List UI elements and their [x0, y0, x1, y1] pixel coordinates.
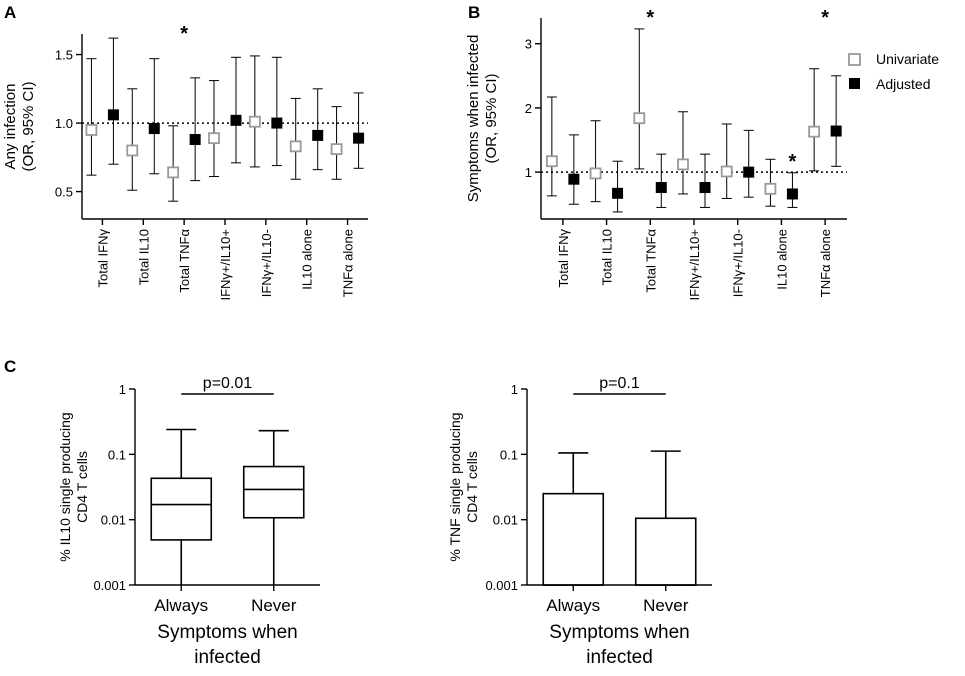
significance-star: * — [180, 23, 188, 45]
y-axis-title: (OR, 95% CI) — [20, 81, 37, 171]
point-adjusted — [699, 182, 711, 194]
point-univariate — [633, 112, 646, 125]
point-univariate — [208, 132, 220, 145]
x-category-label: IFNγ+/IL10- — [731, 229, 746, 297]
x-category-label: TNFα alone — [818, 229, 833, 297]
point-adjusted — [743, 166, 755, 178]
y-tick-label: 0.001 — [93, 578, 126, 593]
point-adjusted — [148, 123, 160, 135]
panel-label-b: B — [468, 3, 480, 22]
x-axis-title: infected — [586, 647, 653, 668]
point-univariate — [126, 144, 139, 157]
legend-univariate-marker — [848, 53, 861, 66]
y-axis-title: Any infection — [2, 84, 19, 170]
x-category-label: Total IFNγ — [556, 229, 571, 288]
y-tick-label: 2 — [525, 101, 532, 116]
point-adjusted — [612, 187, 624, 199]
point-adjusted — [189, 134, 201, 146]
x-category-label: Always — [546, 596, 600, 615]
chart-b: 1 2 3 Symptoms when infected (OR, 95% CI) Tot… — [465, 7, 847, 301]
x-category-label: IFNγ+/IL10- — [259, 229, 274, 297]
legend-adjusted-marker — [849, 78, 860, 89]
point-univariate — [248, 115, 261, 128]
legend: Univariate Adjusted — [848, 51, 939, 92]
y-tick-label: 1.0 — [55, 116, 73, 131]
x-category-label: IL10 alone — [774, 229, 789, 290]
y-axis-title: % IL10 single producing — [57, 412, 73, 561]
chart-a: 0.5 1.0 1.5 Any infection (OR, 95% CI) Total … — [2, 23, 368, 301]
y-axis-title: % TNF single producing — [447, 412, 463, 561]
point-univariate — [545, 155, 558, 168]
point-adjusted — [271, 117, 283, 129]
y-axis-title: Symptoms when infected — [465, 35, 482, 203]
x-axis-title: infected — [194, 647, 261, 668]
x-category-label: Total IL10 — [600, 229, 615, 285]
point-univariate — [330, 143, 343, 156]
box — [634, 517, 697, 586]
p-value-label: p=0.01 — [203, 375, 252, 392]
y-axis-title: (OR, 95% CI) — [483, 73, 500, 163]
x-category-label: Never — [251, 596, 297, 615]
point-adjusted — [655, 182, 667, 194]
significance-star: * — [789, 151, 797, 173]
x-category-label: TNFα alone — [341, 229, 356, 297]
y-axis-title: CD4 T cells — [74, 451, 90, 523]
box — [542, 492, 605, 586]
x-axis-title: Symptoms when — [157, 622, 297, 643]
y-tick-label: 0.01 — [493, 513, 518, 528]
point-adjusted — [107, 109, 119, 121]
point-adjusted — [353, 132, 365, 144]
y-tick-label: 3 — [525, 37, 532, 52]
y-tick-label: 1 — [511, 382, 518, 397]
y-tick-label: 1.5 — [55, 48, 73, 63]
x-category-label: IFNγ+/IL10+ — [218, 229, 233, 301]
point-adjusted — [312, 129, 324, 141]
box — [150, 477, 213, 541]
x-category-label: IFNγ+/IL10+ — [687, 229, 702, 301]
x-category-label: Never — [643, 596, 689, 615]
point-adjusted — [786, 188, 798, 200]
point-adjusted — [568, 173, 580, 185]
x-category-label: Total TNFα — [177, 229, 192, 293]
chart-c1: 0.001 0.01 0.1 1 % IL10 single producing CD4 … — [57, 375, 320, 668]
box — [242, 465, 305, 519]
x-category-label: IL10 alone — [300, 229, 315, 290]
point-adjusted — [830, 125, 842, 137]
legend-adjusted-label: Adjusted — [876, 76, 930, 92]
point-univariate — [589, 167, 602, 180]
y-axis-title: CD4 T cells — [464, 451, 480, 523]
y-tick-label: 0.5 — [55, 185, 73, 200]
chart-c2: 0.001 0.01 0.1 1 % TNF single producing CD4 T… — [447, 375, 712, 668]
significance-star: * — [821, 7, 829, 29]
point-univariate — [677, 158, 689, 171]
y-tick-label: 0.1 — [500, 447, 518, 462]
significance-star: * — [646, 7, 654, 29]
y-tick-label: 0.01 — [101, 513, 126, 528]
point-univariate — [289, 140, 302, 153]
x-category-label: Total TNFα — [643, 229, 658, 293]
panel-label-a: A — [4, 3, 16, 22]
point-univariate — [808, 125, 821, 138]
point-univariate — [85, 124, 98, 136]
y-tick-label: 0.1 — [108, 447, 126, 462]
panel-label-c: C — [4, 357, 16, 376]
point-univariate — [720, 165, 733, 178]
point-univariate — [167, 166, 180, 179]
x-category-label: Total IFNγ — [95, 229, 110, 288]
y-tick-label: 1 — [525, 165, 532, 180]
x-category-label: Total IL10 — [136, 229, 151, 285]
p-value-label: p=0.1 — [599, 375, 640, 392]
y-tick-label: 0.001 — [485, 578, 518, 593]
legend-univariate-label: Univariate — [876, 51, 939, 67]
point-univariate — [764, 182, 777, 195]
y-tick-label: 1 — [119, 382, 126, 397]
x-axis-title: Symptoms when — [549, 622, 689, 643]
point-adjusted — [230, 114, 242, 126]
x-category-label: Always — [154, 596, 208, 615]
